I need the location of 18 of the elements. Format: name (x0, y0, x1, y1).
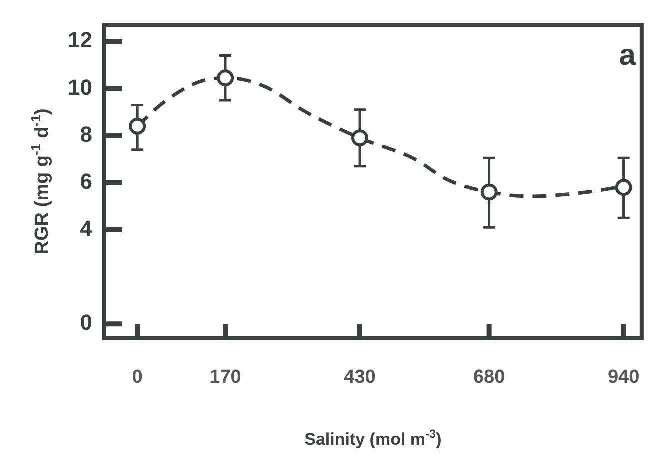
point (615, 179, 632, 196)
x-tick-label: 940 (608, 366, 640, 388)
y-tick-label: 6 (80, 168, 92, 194)
y-tick-label: 0 (80, 310, 92, 336)
x-tick-label: 430 (344, 366, 376, 388)
point (352, 130, 369, 147)
point (217, 70, 234, 87)
point (480, 184, 498, 201)
x-tick-label: 0 (132, 366, 143, 388)
x-tick-label: 170 (210, 366, 242, 388)
y-tick-label: 12 (68, 28, 92, 53)
y-tick-label: 8 (80, 122, 92, 147)
x-tick-label: 680 (473, 366, 506, 388)
y-tick-label: 4 (80, 216, 94, 242)
y-tick-label: 10 (68, 74, 92, 100)
point (129, 118, 146, 135)
y-axis-title: RGR (mg g-1 d-1) (28, 108, 53, 255)
annotation: a (619, 39, 636, 72)
